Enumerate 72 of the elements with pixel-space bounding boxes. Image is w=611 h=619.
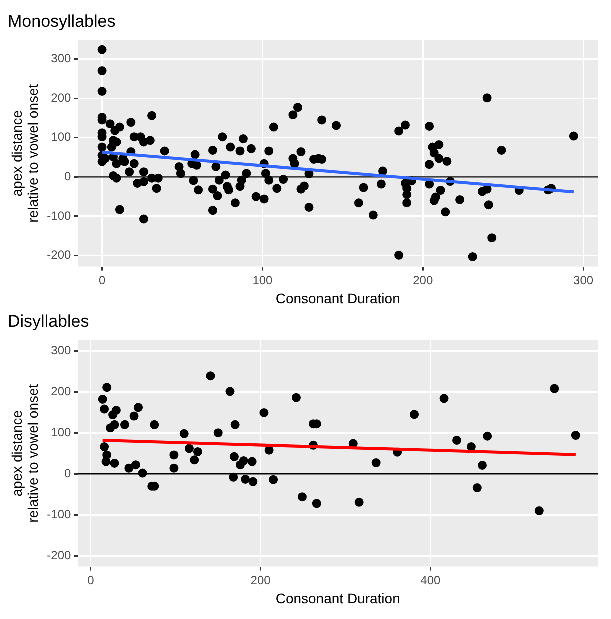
point [110,420,120,430]
point [372,458,381,468]
point [226,387,235,396]
point [110,458,120,468]
y-tick-label: -200 [47,248,72,262]
point [100,404,110,414]
point [230,420,240,430]
point [100,442,110,452]
point [134,403,144,412]
point [229,472,238,482]
point [312,499,322,508]
point [483,432,492,441]
y-tick-label: -100 [47,507,72,522]
point [248,477,258,486]
point [170,450,179,460]
point [131,460,140,470]
y-tick-label: 300 [51,343,72,358]
x-tick-label: 300 [574,273,594,288]
point [269,475,278,484]
point [230,452,239,462]
point [571,431,580,440]
point [239,456,248,466]
point [550,384,560,394]
x-tick-label: 200 [413,273,434,288]
point [180,429,189,438]
point [472,484,482,493]
point [120,420,130,430]
y-tick-label: 300 [51,52,72,66]
chart-title: Disyllables [8,312,90,331]
point [193,447,202,456]
point [130,412,139,421]
y-tick-label: -200 [47,548,72,562]
point [102,457,111,466]
y-axis-title: apex distance relative to vowel onset [8,384,42,523]
point [241,474,250,484]
point [102,383,112,392]
point [410,410,420,420]
point [478,460,487,470]
y-tick-label: 200 [51,384,72,398]
y-axis-title: apex distance relative to vowel onset [8,84,42,223]
point [124,464,134,473]
point [170,464,179,473]
point [534,506,544,516]
point [354,498,364,507]
x-tick-label: 400 [420,573,442,588]
point [206,372,216,381]
point [150,420,160,430]
x-axis-title: Consonant Duration [276,590,400,606]
y-tick-label: 0 [64,169,72,184]
point [298,492,307,502]
x-axis-title: Consonant Duration [276,290,400,306]
x-tick-label: 0 [98,273,106,288]
chart-title: Monosyllables [8,12,116,31]
point [452,436,462,445]
point [112,406,121,416]
y-tick-label: -100 [47,208,72,223]
point [98,394,108,404]
y-tick-label: 100 [51,425,72,440]
point [440,394,449,404]
point [292,393,301,402]
point [138,468,148,478]
point [260,408,269,418]
y-tick-label: 0 [64,466,72,480]
x-tick-label: 100 [252,273,274,288]
y-tick-label: 100 [51,130,72,144]
point [190,456,200,465]
x-tick-label: 200 [250,573,272,588]
point [214,428,223,438]
x-tick-label: 0 [88,573,95,588]
y-tick-label: 200 [51,90,72,105]
point [184,444,194,454]
point [248,457,257,466]
